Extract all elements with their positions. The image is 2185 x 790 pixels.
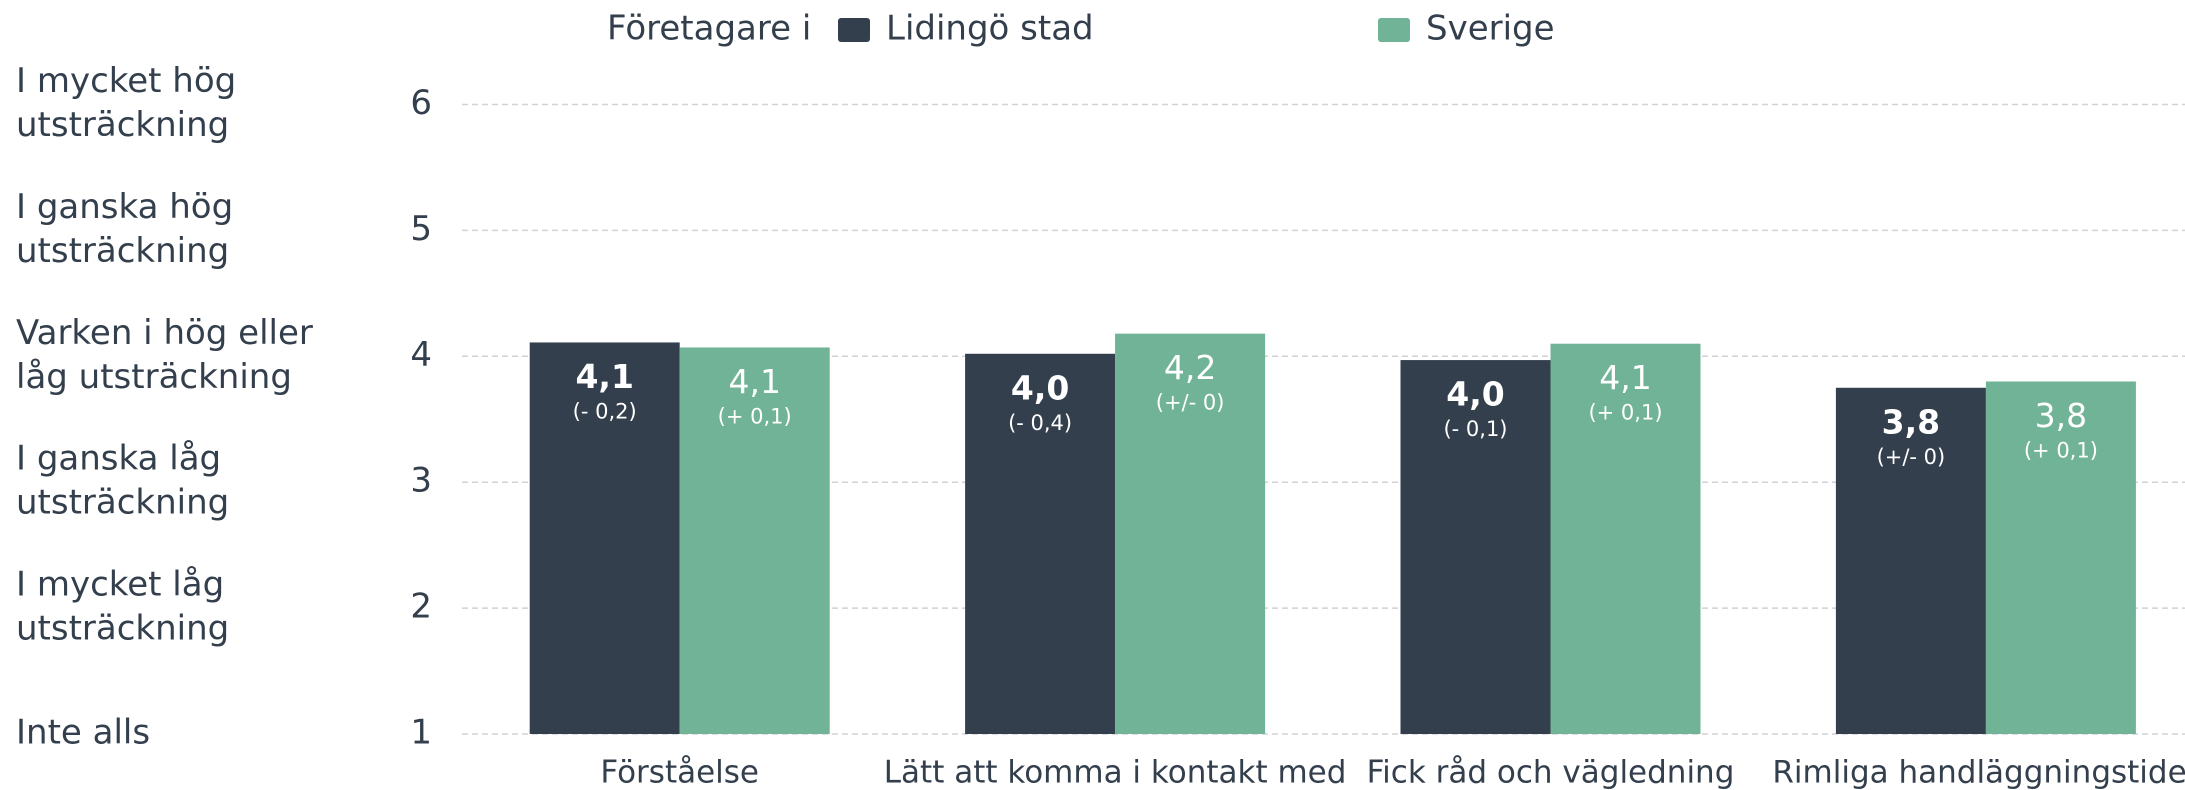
value-label: 4,1: [1599, 358, 1651, 397]
scale-label: I mycket hög: [16, 61, 236, 101]
y-tick-label: 4: [410, 335, 432, 375]
value-label: 4,1: [728, 362, 780, 401]
scale-label: I ganska låg: [16, 439, 221, 479]
x-tick-label: Förståelse: [600, 755, 759, 790]
bar: [1400, 360, 1551, 734]
change-label: (- 0,1): [1443, 417, 1507, 441]
scale-label: Inte alls: [16, 713, 150, 753]
bar: [1835, 387, 1986, 734]
change-label: (- 0,4): [1008, 411, 1072, 435]
legend-title: Företagare i: [607, 9, 811, 49]
scale-label: Varken i hög eller: [16, 313, 313, 353]
x-tick-label: Lätt att komma i kontakt med: [884, 755, 1347, 790]
scale-label: utsträckning: [16, 609, 229, 649]
value-label: 4,0: [1446, 375, 1504, 414]
y-tick-label: 3: [410, 461, 432, 501]
y-tick-label: 5: [410, 209, 432, 249]
change-label: (+ 0,1): [1588, 401, 1662, 425]
change-label: (+/- 0): [1877, 445, 1946, 469]
value-label: 4,1: [575, 357, 633, 396]
bar: [1550, 343, 1701, 734]
change-label: (- 0,2): [573, 399, 637, 423]
change-label: (+/- 0): [1156, 391, 1225, 415]
value-label: 4,2: [1164, 348, 1216, 387]
bar: [1115, 333, 1266, 734]
change-label: (+ 0,1): [718, 404, 792, 428]
legend-label: Sverige: [1426, 9, 1555, 49]
scale-label: I mycket låg: [16, 565, 224, 605]
bar: [965, 353, 1116, 734]
value-label: 3,8: [1882, 402, 1940, 441]
value-label: 4,0: [1011, 368, 1069, 407]
scale-label: I ganska hög: [16, 187, 233, 227]
value-label: 3,8: [2035, 396, 2087, 435]
scale-label: utsträckning: [16, 105, 229, 145]
y-tick-label: 1: [410, 713, 432, 753]
scale-label: utsträckning: [16, 231, 229, 271]
bar: [679, 347, 830, 734]
change-label: (+ 0,1): [2024, 438, 2098, 462]
bar: [529, 342, 680, 734]
y-tick-label: 6: [410, 83, 432, 123]
legend-label: Lidingö stad: [886, 9, 1094, 49]
y-tick-label: 2: [410, 587, 432, 627]
legend-swatch: [838, 18, 870, 42]
legend-swatch: [1378, 18, 1410, 42]
scale-label: låg utsträckning: [16, 357, 292, 397]
bar: [1985, 381, 2136, 734]
x-tick-label: Rimliga handläggningstider: [1772, 755, 2185, 790]
scale-label: utsträckning: [16, 483, 229, 523]
x-tick-label: Fick råd och vägledning: [1367, 755, 1735, 790]
